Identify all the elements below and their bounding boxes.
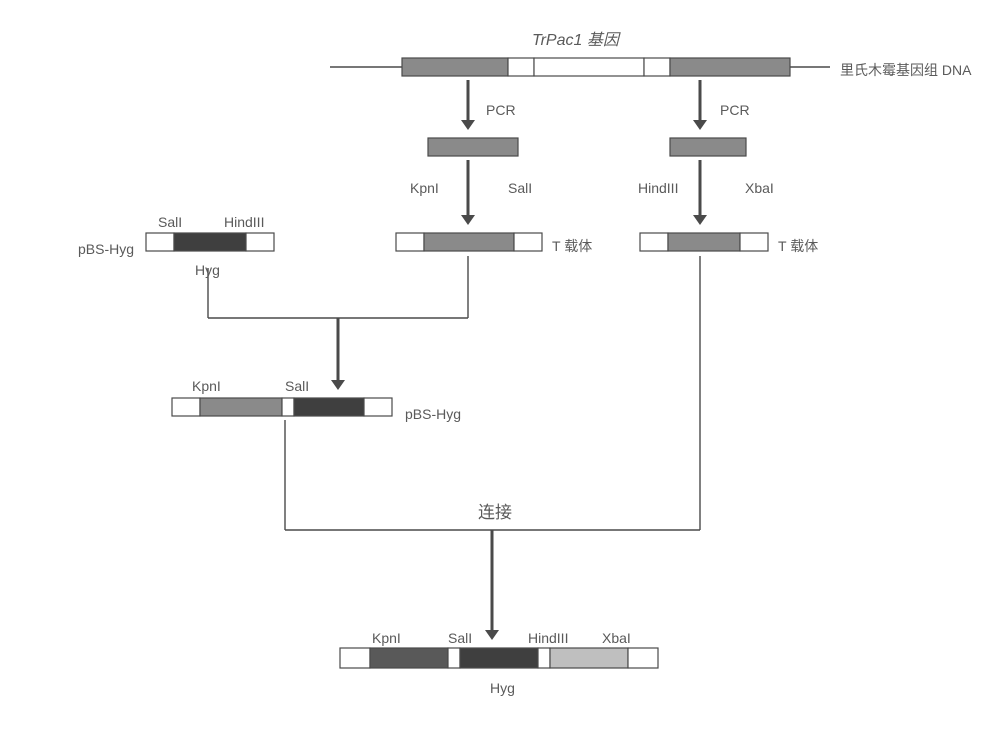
pbs-hyg-label-src: pBS-Hyg [78, 241, 134, 257]
tvector-label-left: T 载体 [552, 236, 592, 256]
hyg-label-final: Hyg [490, 680, 515, 696]
hyg-label-src: Hyg [195, 262, 220, 278]
enzyme-hindiii-src: HindIII [224, 214, 264, 230]
enzyme-sali-1: SalI [508, 180, 532, 196]
enzyme-kpni-1: KpnI [410, 180, 439, 196]
enzyme-sali-final: SalI [448, 630, 472, 646]
pcr-label-2: PCR [720, 102, 750, 118]
genomic-dna-label: 里氏木霉基因组 DNA [840, 60, 971, 80]
enzyme-sali-src: SalI [158, 214, 182, 230]
enzyme-xbai-final: XbaI [602, 630, 631, 646]
gene-title: TrPac1 基因 [532, 26, 619, 50]
ligate-label: 连接 [478, 498, 512, 523]
enzyme-kpni-final: KpnI [372, 630, 401, 646]
pbs-hyg-label-2: pBS-Hyg [405, 406, 461, 422]
enzyme-hindiii-final: HindIII [528, 630, 568, 646]
enzyme-sali-2: SalI [285, 378, 309, 394]
tvector-label-right: T 载体 [778, 236, 818, 256]
enzyme-kpni-2: KpnI [192, 378, 221, 394]
enzyme-xbai-1: XbaI [745, 180, 774, 196]
enzyme-hindiii-1: HindIII [638, 180, 678, 196]
pcr-label-1: PCR [486, 102, 516, 118]
